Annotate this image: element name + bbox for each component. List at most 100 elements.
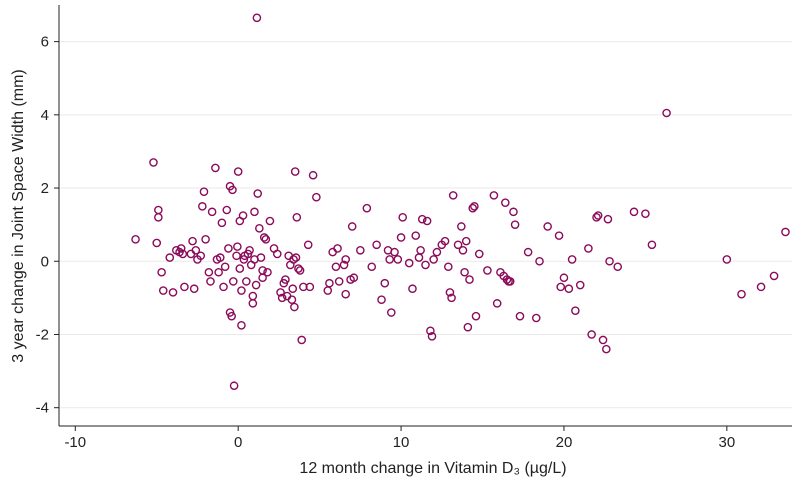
data-point <box>235 264 245 273</box>
data-point <box>333 244 342 253</box>
data-point <box>229 381 239 391</box>
data-point <box>386 308 396 317</box>
data-point <box>186 249 196 259</box>
data-point <box>199 187 209 197</box>
data-point <box>252 13 262 23</box>
data-point <box>489 191 499 200</box>
data-point <box>325 278 334 288</box>
data-point <box>149 158 158 167</box>
data-point <box>323 286 333 295</box>
data-point <box>587 330 596 339</box>
data-point <box>245 245 254 255</box>
data-point <box>290 167 300 176</box>
data-point <box>465 275 474 284</box>
data-point <box>460 267 469 277</box>
data-point <box>288 284 298 294</box>
data-point <box>242 277 251 286</box>
data-point <box>598 335 608 345</box>
data-point <box>471 311 481 321</box>
data-point <box>178 249 188 259</box>
data-point <box>201 234 210 244</box>
data-point <box>276 288 285 297</box>
data-point <box>284 251 293 261</box>
data-point <box>769 271 779 281</box>
data-point <box>237 286 246 295</box>
data-point <box>483 266 492 275</box>
data-point <box>453 240 463 250</box>
x-tick-label: 10 <box>393 434 410 451</box>
data-point <box>341 255 350 264</box>
data-point <box>447 293 456 303</box>
data-point <box>328 247 337 257</box>
data-point <box>131 234 140 244</box>
data-point <box>248 291 258 301</box>
y-axis-label: 3 year change in Joint Space Width (mm) <box>10 69 27 362</box>
y-tick-label: 0 <box>41 253 49 270</box>
data-point <box>571 306 580 315</box>
data-point <box>501 198 510 207</box>
data-point <box>331 262 341 272</box>
y-tick-label: -4 <box>36 400 49 417</box>
data-point <box>261 234 271 244</box>
data-point <box>219 282 228 292</box>
data-point <box>295 266 305 275</box>
data-point <box>457 222 466 231</box>
data-point <box>629 207 639 217</box>
data-point <box>204 267 214 277</box>
data-point <box>248 299 258 308</box>
data-point <box>510 220 520 229</box>
data-point <box>543 222 552 231</box>
data-point <box>224 244 233 253</box>
data-point <box>421 260 430 270</box>
data-point <box>214 267 223 277</box>
data-point <box>444 262 453 272</box>
data-point <box>411 231 421 240</box>
data-point <box>349 273 359 283</box>
data-point <box>432 247 442 257</box>
data-point <box>556 282 565 292</box>
data-point <box>289 255 298 264</box>
data-point <box>404 258 414 268</box>
data-point <box>154 213 163 222</box>
data-point <box>440 236 450 246</box>
data-point <box>380 278 390 288</box>
data-point <box>157 267 166 277</box>
data-point <box>613 262 623 272</box>
data-point <box>737 289 746 299</box>
data-point <box>474 249 484 259</box>
data-point <box>253 189 263 198</box>
data-point <box>158 286 168 295</box>
data-point <box>422 216 432 226</box>
data-point <box>445 288 455 297</box>
x-tick-label: 30 <box>719 434 736 451</box>
data-point <box>250 207 259 217</box>
data-point <box>188 236 197 246</box>
data-point <box>251 280 261 290</box>
data-point <box>232 251 241 261</box>
data-point <box>463 322 473 332</box>
data-point <box>217 218 227 228</box>
axes <box>58 5 792 427</box>
data-point <box>564 284 574 294</box>
data-point <box>154 205 163 215</box>
ticks: -4 -2 0 2 4 6 -10 0 10 20 30 <box>36 34 736 451</box>
data-point <box>505 277 515 286</box>
x-tick-label: 20 <box>556 434 573 451</box>
data-point <box>152 238 162 248</box>
data-point <box>207 207 217 217</box>
data-point <box>287 295 297 305</box>
data-point <box>227 311 236 321</box>
data-point <box>372 240 381 250</box>
data-point <box>196 251 206 261</box>
data-point <box>334 277 344 286</box>
data-point <box>641 209 650 218</box>
data-point <box>377 295 386 305</box>
data-point <box>258 273 267 283</box>
data-point <box>470 202 479 211</box>
y-tick-label: 4 <box>41 107 49 124</box>
data-point <box>305 282 315 292</box>
data-point <box>367 262 377 272</box>
data-point <box>297 335 307 345</box>
data-point <box>277 293 287 303</box>
